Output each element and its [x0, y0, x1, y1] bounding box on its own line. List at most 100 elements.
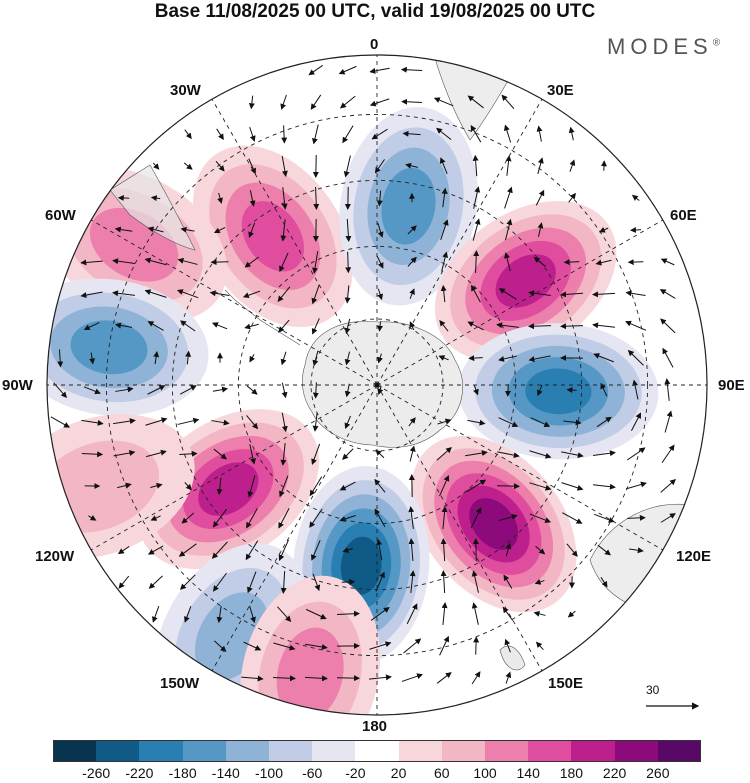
- wind-arrow: [473, 385, 479, 396]
- wind-arrow: [403, 638, 422, 654]
- colorbar-tick-label: 260: [646, 765, 670, 781]
- anomaly-negative-drake: [47, 278, 209, 417]
- wind-arrow: [248, 158, 256, 175]
- wind-arrow: [179, 385, 197, 395]
- wind-arrow: [211, 541, 228, 559]
- wind-arrow: [441, 251, 449, 272]
- wind-arrow: [344, 351, 351, 366]
- wind-arrow: [593, 513, 615, 523]
- wind-arrow: [279, 475, 289, 498]
- modes-logo: MODES®: [607, 34, 721, 59]
- wind-arrow: [50, 416, 70, 428]
- meridian-line: [211, 98, 378, 386]
- wind-arrow: [563, 259, 580, 266]
- wind-arrow: [279, 252, 289, 273]
- wind-arrow: [535, 189, 545, 206]
- wind-arrow: [81, 419, 104, 426]
- wind-arrow: [339, 95, 356, 109]
- wind-arrow: [180, 320, 196, 332]
- anomaly-negative-indian: [458, 323, 659, 460]
- wind-arrow: [600, 382, 608, 397]
- wind-arrow: [535, 545, 546, 555]
- wind-arrow: [83, 322, 100, 331]
- wind-arrow: [280, 571, 287, 594]
- wind-arrow: [401, 673, 423, 682]
- wind-arrow: [376, 255, 384, 269]
- wind-arrow: [377, 222, 384, 238]
- map-boundary: [46, 54, 708, 716]
- wind-arrow: [528, 290, 551, 297]
- wind-arrow: [179, 450, 198, 457]
- anomaly-contour: [241, 201, 305, 272]
- wind-arrow: [530, 417, 551, 427]
- wind-arrow: [568, 126, 575, 141]
- wind-arrow: [528, 355, 551, 363]
- wind-arrow: [436, 127, 452, 140]
- wind-arrow: [504, 252, 511, 272]
- latitude-circle: [105, 113, 649, 657]
- colorbar-tick-label: -100: [254, 765, 284, 781]
- wind-arrow: [310, 94, 322, 110]
- wind-arrow: [113, 418, 136, 425]
- wind-arrow: [407, 256, 417, 267]
- wind-arrow: [466, 479, 487, 493]
- wind-arrow: [112, 290, 135, 297]
- wind-arrow: [339, 481, 356, 491]
- wind-arrow: [498, 513, 518, 521]
- wind-arrow: [568, 192, 576, 203]
- wind-arrow: [496, 483, 520, 490]
- wind-arrow: [249, 126, 256, 142]
- wind-arrow: [409, 288, 415, 299]
- wind-arrow: [342, 448, 354, 460]
- wind-arrow: [213, 226, 226, 234]
- lon-label-30w: 30W: [170, 82, 201, 99]
- wind-arrow: [153, 351, 160, 365]
- wind-arrow: [562, 512, 583, 524]
- wind-arrow: [212, 508, 227, 528]
- wind-arrow: [184, 129, 192, 140]
- wind-arrow: [406, 603, 418, 625]
- wind-arrow: [631, 412, 642, 431]
- wind-arrow: [245, 540, 259, 561]
- wind-arrow: [305, 643, 328, 650]
- wind-arrow: [503, 574, 513, 589]
- wind-arrow: [592, 291, 616, 298]
- wind-arrow: [344, 415, 351, 430]
- wind-arrow: [441, 506, 448, 529]
- wind-arrow: [470, 124, 482, 143]
- wind-arrow: [177, 417, 200, 425]
- wind-arrow: [369, 641, 392, 650]
- lon-label-150e: 150E: [548, 675, 584, 692]
- wind-arrow: [80, 259, 103, 266]
- wind-arrow: [309, 508, 323, 528]
- wind-arrow: [146, 449, 167, 458]
- colorbar-frame: [53, 740, 701, 762]
- wind-arrow: [529, 482, 552, 491]
- wind-arrow: [473, 636, 480, 655]
- wind-arrow: [278, 508, 290, 529]
- wind-arrow: [439, 157, 448, 175]
- wind-arrow: [117, 482, 132, 489]
- wind-arrow: [272, 675, 296, 682]
- wind-arrow: [440, 219, 449, 240]
- wind-arrow: [145, 417, 168, 426]
- meridian-line: [376, 219, 664, 386]
- lon-label-60e: 60E: [670, 207, 697, 224]
- colorbar-tick-label: -140: [211, 765, 240, 781]
- wind-arrow: [183, 162, 193, 170]
- wind-arrow: [209, 290, 230, 297]
- wind-arrow: [305, 608, 327, 620]
- wind-arrow: [247, 571, 257, 594]
- wind-arrow: [592, 322, 615, 329]
- wind-arrow: [342, 125, 354, 144]
- colorbar-tick-label: -180: [168, 765, 197, 781]
- wind-arrow: [184, 482, 192, 491]
- reference-vector-label: 30: [646, 683, 660, 697]
- wind-arrow: [471, 602, 479, 625]
- colorbar-segment: [225, 740, 270, 762]
- wind-arrow: [560, 323, 584, 330]
- wind-arrow: [467, 95, 484, 109]
- wind-arrow: [369, 67, 390, 74]
- wind-arrow: [505, 542, 512, 557]
- wind-arrow: [304, 675, 328, 682]
